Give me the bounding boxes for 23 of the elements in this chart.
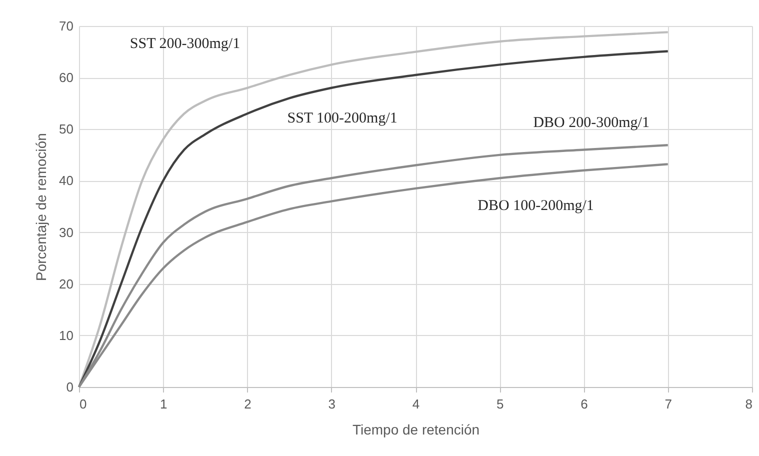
y-axis-title: Porcentaje de remoción [33,133,50,281]
x-axis-title: Tiempo de retención [352,422,480,438]
series-label: DBO 100-200mg/1 [478,198,594,214]
y-tick-label: 10 [59,328,74,343]
x-tick-label: 8 [745,396,752,412]
y-tick-label: 20 [59,276,74,292]
x-tick-label: 4 [412,396,420,412]
x-tick-label: 3 [328,396,336,412]
y-tick-label: 0 [66,380,74,394]
y-tick-label: 70 [59,18,74,34]
y-tick-label: 60 [59,70,74,86]
x-tick-label: 2 [244,396,252,412]
y-tick-label: 50 [59,122,74,137]
x-tick-label: 0 [80,396,87,412]
text: SST 200-300mg/1 [130,36,240,52]
series-label: DBO 200-300mg/1 [533,114,650,131]
y-tick-label: 30 [59,224,74,240]
y-tick-label: 40 [59,173,74,188]
x-tick-label: 1 [160,396,168,412]
x-tick-label: 5 [496,396,504,412]
x-tick-label: 6 [580,396,588,412]
series-label: SST 100-200mg/1 [287,110,398,126]
x-tick-label: 7 [664,396,672,412]
